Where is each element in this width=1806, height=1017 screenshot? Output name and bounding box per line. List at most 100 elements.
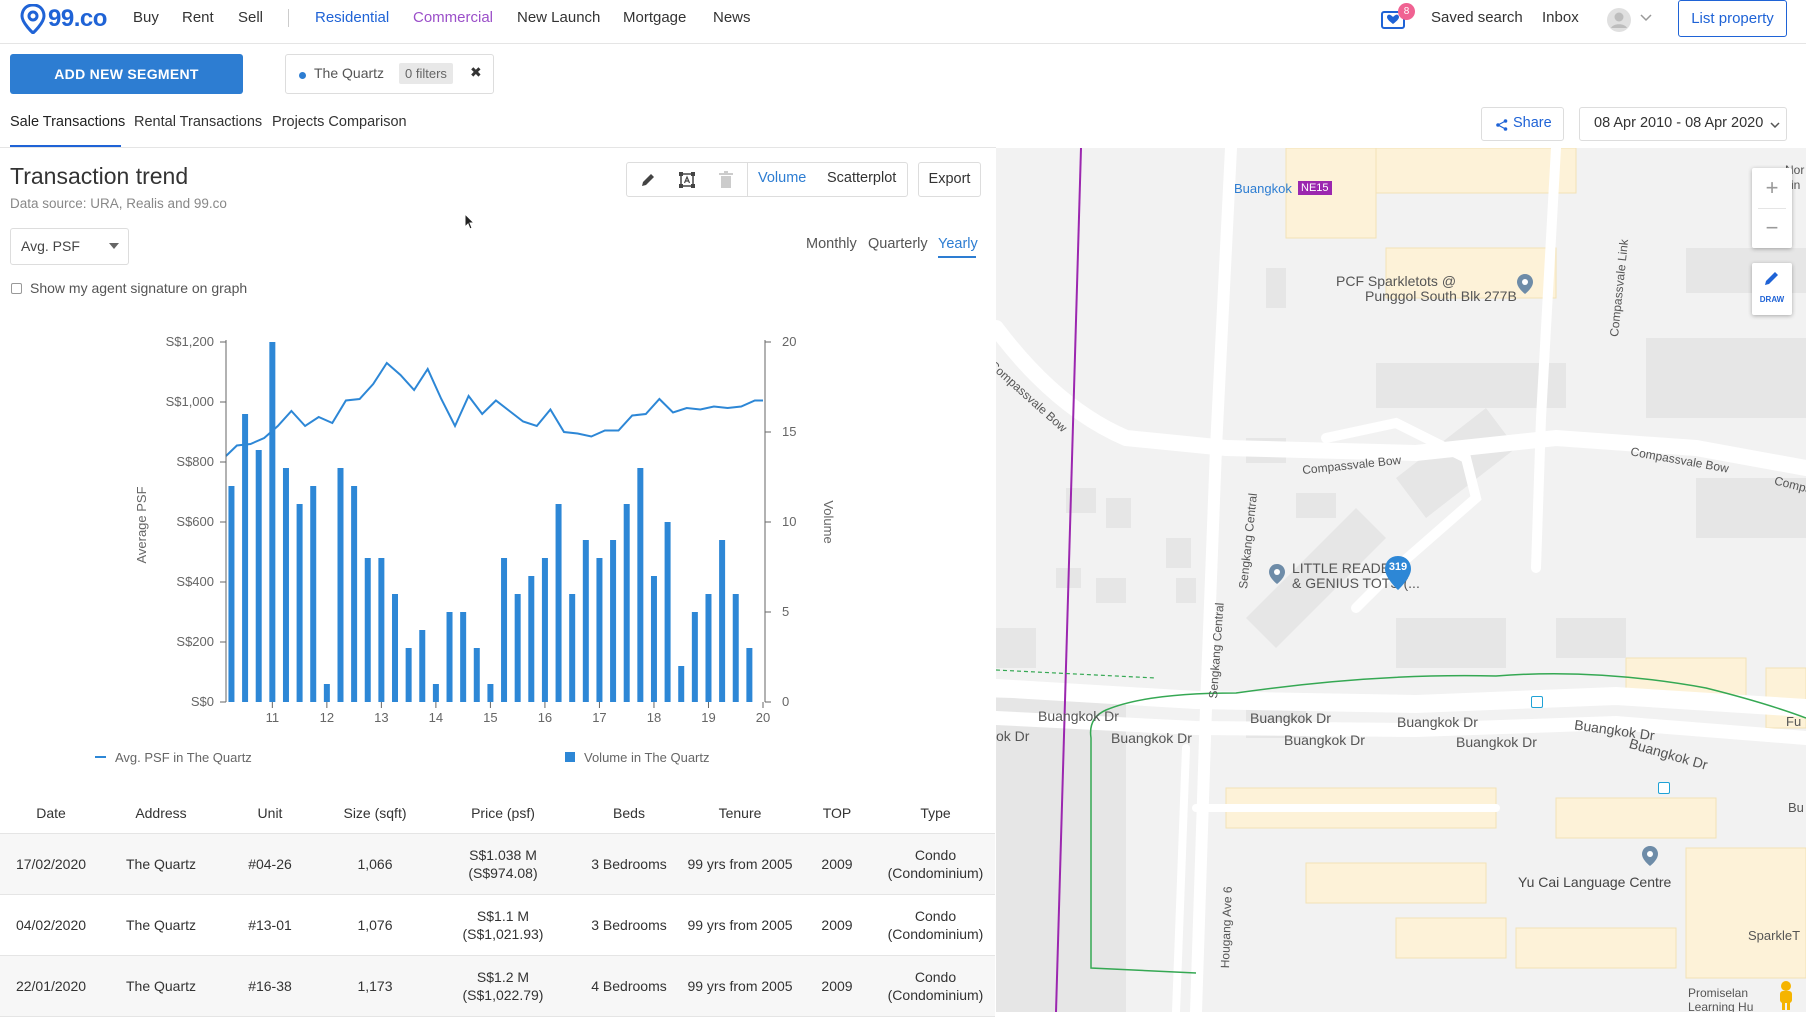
volume-bar[interactable]: [337, 468, 344, 702]
volume-bar[interactable]: [282, 468, 289, 702]
volume-bar[interactable]: [446, 612, 453, 702]
volume-bar[interactable]: [405, 648, 412, 702]
col-top[interactable]: TOP: [798, 793, 876, 834]
period-yearly[interactable]: Yearly: [938, 236, 978, 252]
nav-residential[interactable]: Residential: [315, 9, 390, 26]
volume-bar[interactable]: [487, 684, 494, 702]
add-new-segment-button[interactable]: ADD NEW SEGMENT: [10, 54, 243, 94]
volume-bar[interactable]: [582, 540, 589, 702]
volume-bar[interactable]: [419, 630, 426, 702]
heart-inbox-icon[interactable]: [1380, 6, 1406, 30]
export-button[interactable]: Export: [918, 162, 981, 197]
volume-bar[interactable]: [528, 576, 535, 702]
volume-bar[interactable]: [596, 558, 603, 702]
nav-rent[interactable]: Rent: [182, 9, 214, 26]
avatar[interactable]: [1606, 7, 1632, 33]
table-row[interactable]: 04/02/2020 The Quartz #13-01 1,076 S$1.1…: [0, 894, 995, 956]
metric-select[interactable]: Avg. PSF: [10, 228, 129, 265]
col-tenure[interactable]: Tenure: [682, 793, 798, 834]
volume-bar[interactable]: [541, 558, 548, 702]
volume-bar[interactable]: [296, 504, 303, 702]
poi-pcf-line1[interactable]: PCF Sparkletots @: [1336, 273, 1457, 289]
table-row[interactable]: 22/01/2020 The Quartz #16-38 1,173 S$1.2…: [0, 955, 995, 1017]
volume-bar[interactable]: [432, 684, 439, 702]
volume-bar[interactable]: [691, 612, 698, 702]
nav-news[interactable]: News: [713, 9, 751, 26]
view-scatterplot-toggle[interactable]: Scatterplot: [827, 170, 897, 186]
date-range-picker[interactable]: 08 Apr 2010 - 08 Apr 2020: [1579, 107, 1787, 141]
volume-bar[interactable]: [473, 648, 480, 702]
volume-bar[interactable]: [664, 522, 671, 702]
volume-bar[interactable]: [351, 486, 358, 702]
volume-bar[interactable]: [569, 594, 576, 702]
segment-filters-badge[interactable]: 0 filters: [399, 63, 453, 84]
trash-icon[interactable]: [719, 171, 733, 189]
volume-bar[interactable]: [650, 576, 657, 702]
col-type[interactable]: Type: [876, 793, 995, 834]
volume-bar[interactable]: [555, 504, 562, 702]
volume-bar[interactable]: [228, 486, 235, 702]
volume-bar[interactable]: [746, 648, 753, 702]
volume-bar[interactable]: [323, 684, 330, 702]
zoom-in-button[interactable]: +: [1765, 175, 1779, 200]
col-beds[interactable]: Beds: [576, 793, 682, 834]
nav-inbox[interactable]: Inbox: [1542, 9, 1579, 26]
school-pin-icon[interactable]: [1268, 563, 1286, 585]
volume-bar[interactable]: [460, 612, 467, 702]
agent-signature-checkbox[interactable]: [11, 283, 22, 294]
period-quarterly[interactable]: Quarterly: [868, 236, 928, 252]
col-date[interactable]: Date: [0, 793, 102, 834]
volume-bar[interactable]: [255, 450, 262, 702]
volume-bar[interactable]: [719, 540, 726, 702]
tab-sale-transactions[interactable]: Sale Transactions: [10, 114, 126, 130]
period-monthly[interactable]: Monthly: [806, 236, 857, 252]
school-pin-icon[interactable]: [1516, 273, 1534, 295]
table-row[interactable]: 17/02/2020 The Quartz #04-26 1,066 S$1.0…: [0, 833, 995, 895]
nav-sell[interactable]: Sell: [238, 9, 264, 26]
nav-mortgage[interactable]: Mortgage: [623, 9, 687, 26]
poi-reader-line2[interactable]: & GENIUS TOTS (...: [1292, 575, 1420, 591]
share-button[interactable]: Share: [1481, 107, 1564, 141]
tab-projects-comparison[interactable]: Projects Comparison: [272, 114, 407, 130]
pencil-icon[interactable]: [640, 172, 656, 188]
list-property-button[interactable]: List property: [1678, 0, 1787, 37]
mrt-station-label[interactable]: Buangkok: [1234, 181, 1292, 196]
close-icon[interactable]: ✖: [470, 64, 482, 80]
bus-stop-icon[interactable]: [1531, 696, 1543, 708]
nav-new-launch[interactable]: New Launch: [517, 9, 601, 26]
poi-pcf-line2[interactable]: Punggol South Blk 277B: [1365, 288, 1517, 304]
volume-bar[interactable]: [514, 594, 521, 702]
legend-avg-psf[interactable]: Avg. PSF in The Quartz: [115, 750, 252, 765]
poi-yucai[interactable]: Yu Cai Language Centre: [1518, 874, 1672, 890]
segment-chip[interactable]: The Quartz 0 filters ✖: [285, 54, 494, 94]
col-address[interactable]: Address: [102, 793, 220, 834]
volume-bar[interactable]: [678, 666, 685, 702]
col-price[interactable]: Price (psf): [430, 793, 576, 834]
street-view-pegman-icon[interactable]: [1774, 980, 1798, 1010]
volume-bar[interactable]: [623, 504, 630, 702]
volume-bar[interactable]: [501, 558, 508, 702]
volume-bar[interactable]: [637, 468, 644, 702]
col-unit[interactable]: Unit: [220, 793, 320, 834]
tab-rental-transactions[interactable]: Rental Transactions: [134, 114, 263, 130]
volume-bar[interactable]: [242, 414, 249, 702]
bus-stop-icon[interactable]: [1658, 782, 1670, 794]
volume-bar[interactable]: [378, 558, 385, 702]
volume-bar[interactable]: [269, 342, 276, 702]
poi-reader-line1[interactable]: LITTLE READER: [1292, 560, 1401, 576]
select-area-icon[interactable]: [678, 171, 696, 189]
view-volume-toggle[interactable]: Volume: [758, 170, 807, 186]
volume-bar[interactable]: [392, 594, 399, 702]
volume-bar[interactable]: [705, 594, 712, 702]
map-panel[interactable]: Buangkok NE15 Co PCF Sparkletots @ Pungg…: [996, 148, 1806, 1012]
volume-bar[interactable]: [364, 558, 371, 702]
location-pin-icon[interactable]: [1641, 845, 1659, 867]
zoom-out-button[interactable]: −: [1765, 215, 1779, 240]
logo[interactable]: 99.co: [48, 5, 107, 32]
nav-buy[interactable]: Buy: [133, 9, 159, 26]
chevron-down-icon[interactable]: [1640, 14, 1652, 22]
nav-commercial[interactable]: Commercial: [413, 9, 494, 26]
volume-bar[interactable]: [310, 486, 317, 702]
volume-bar[interactable]: [732, 594, 739, 702]
listing-marker-icon[interactable]: [1384, 555, 1412, 591]
